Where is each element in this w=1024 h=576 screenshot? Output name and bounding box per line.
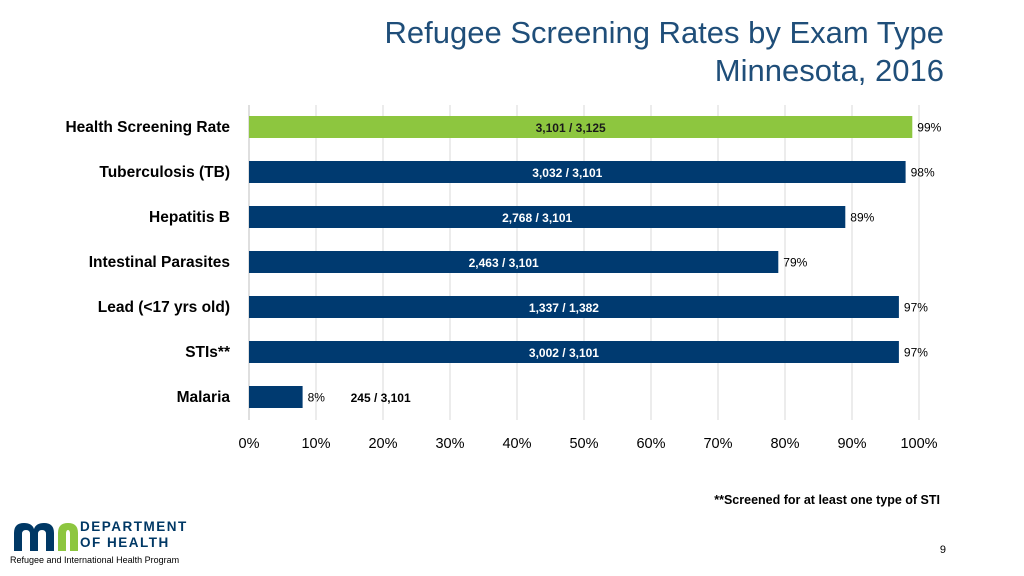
x-tick-label: 60% (636, 436, 665, 452)
category-label: Lead (<17 yrs old) (98, 299, 230, 316)
logo-m-shape (14, 523, 54, 551)
x-tick-label: 50% (569, 436, 598, 452)
page-number: 9 (939, 544, 946, 556)
value-label: 97% (904, 301, 928, 315)
category-label: Hepatitis B (149, 209, 230, 226)
count-label: 1,337 / 1,382 (529, 301, 599, 315)
x-tick-label: 90% (837, 436, 866, 452)
x-tick-label: 10% (301, 436, 330, 452)
logo-line-2: OF HEALTH (80, 535, 170, 550)
program-name: Refugee and International Health Program (10, 555, 180, 565)
category-label: STIs** (185, 344, 231, 361)
title-line-1: Refugee Screening Rates by Exam Type (384, 15, 944, 50)
value-label: 97% (904, 346, 928, 360)
title-line-2: Minnesota, 2016 (714, 53, 944, 88)
x-tick-label: 0% (239, 436, 260, 452)
value-label: 79% (783, 256, 807, 270)
bar (249, 206, 846, 228)
bar (249, 341, 899, 363)
count-label: 3,002 / 3,101 (529, 346, 599, 360)
footnote: **Screened for at least one type of STI (714, 493, 940, 507)
bar (249, 161, 906, 183)
x-tick-label: 30% (435, 436, 464, 452)
x-tick-label: 40% (502, 436, 531, 452)
count-label: 245 / 3,101 (351, 391, 411, 405)
bar (249, 116, 913, 138)
bar (249, 296, 899, 318)
x-tick-label: 80% (770, 436, 799, 452)
bar-chart: 0% 10% 20% 30% 40% 50% 60% 70% 80% 90% 100% Health … (65, 105, 942, 452)
x-tick-label: 100% (900, 436, 937, 452)
count-label: 3,101 / 3,125 (536, 121, 606, 135)
count-label: 3,032 / 3,101 (532, 166, 602, 180)
logo-text: DEPARTMENT OF HEALTH (80, 519, 188, 551)
count-label: 2,768 / 3,101 (502, 211, 572, 225)
value-label: 8% (308, 391, 326, 405)
category-label: Tuberculosis (TB) (99, 164, 230, 181)
bar (249, 386, 303, 408)
count-label: 2,463 / 3,101 (469, 256, 539, 270)
bar (249, 251, 779, 273)
value-label: 89% (850, 211, 874, 225)
category-label: Malaria (177, 389, 231, 406)
x-tick-label: 70% (703, 436, 732, 452)
category-label: Intestinal Parasites (89, 254, 230, 271)
logo-n-shape (58, 523, 78, 551)
category-label: Health Screening Rate (65, 119, 230, 136)
x-tick-label: 20% (368, 436, 397, 452)
logo-line-1: DEPARTMENT (80, 519, 188, 534)
mn-logo (14, 523, 78, 551)
value-label: 99% (917, 121, 941, 135)
value-label: 98% (911, 166, 935, 180)
chart-title: Refugee Screening Rates by Exam Type Min… (385, 14, 944, 90)
